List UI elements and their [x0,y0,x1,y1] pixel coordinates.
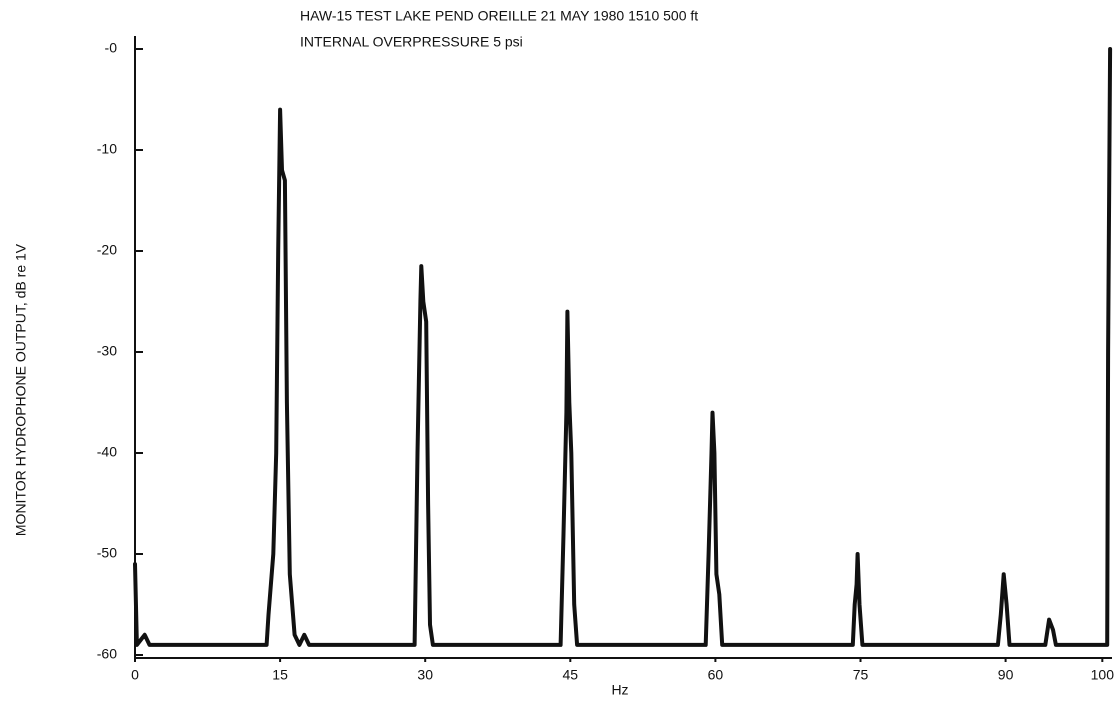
y-tick-label: -0 [105,40,118,56]
x-tick-label: 75 [853,667,869,683]
y-tick-label: -10 [97,141,117,157]
x-axis-label: Hz [611,682,628,698]
y-tick-label: -50 [97,545,117,561]
y-axis-label: MONITOR HYDROPHONE OUTPUT, dB re 1V [13,243,29,536]
x-tick-label: 100 [1091,667,1115,683]
x-tick-label: 0 [131,667,139,683]
y-tick-label: -60 [97,646,117,662]
y-tick-label: -40 [97,444,117,460]
data-line [133,47,1113,647]
x-tick-label: 90 [998,667,1014,683]
y-tick-label: -30 [97,343,117,359]
x-tick-label: 15 [272,667,288,683]
y-tick-label: -20 [97,242,117,258]
x-tick-label: 60 [708,667,724,683]
chart-subtitle: INTERNAL OVERPRESSURE 5 psi [300,34,523,50]
x-tick-label: 30 [417,667,433,683]
x-tick-label: 45 [563,667,579,683]
chart-title: HAW-15 TEST LAKE PEND OREILLE 21 MAY 198… [300,8,698,24]
